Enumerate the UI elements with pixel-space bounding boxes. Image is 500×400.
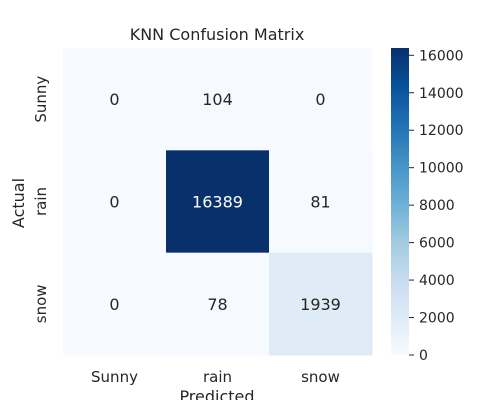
y-tick-labels: Sunny rain snow [32,76,50,324]
heatmap-cell-1-1 [166,150,270,254]
heatmap-cell-2-2 [269,252,373,356]
cell-value-2-2: 1939 [300,295,341,314]
chart-title: KNN Confusion Matrix [130,25,305,44]
x-tick-labels: Sunny rain snow [91,368,340,386]
cell-value-2-1: 78 [207,295,227,314]
x-axis-label: Predicted [179,387,254,400]
cell-value-1-0: 0 [109,192,119,211]
y-tick-label-1: rain [32,187,50,216]
cell-value-2-0: 0 [109,295,119,314]
cell-value-0-0: 0 [109,90,119,109]
colorbar [391,48,409,355]
heatmap-cell-2-1 [166,252,270,356]
colorbar-ticks: 0 2000 4000 6000 8000 10000 12000 14000 16000 [409,48,464,364]
colorbar-tick-label-8: 16000 [419,48,464,64]
y-axis-label: Actual [9,178,28,228]
colorbar-tick-label-3: 6000 [419,236,455,252]
heatmap-cells [63,48,373,356]
heatmap-cell-2-0 [63,252,167,356]
y-tick-label-2: snow [32,284,50,323]
heatmap-cell-0-1 [166,48,270,151]
colorbar-tick-label-6: 12000 [419,123,464,139]
colorbar-tick-label-5: 10000 [419,161,464,177]
cell-value-0-2: 0 [315,90,325,109]
x-tick-label-0: Sunny [91,368,138,386]
y-tick-label-0: Sunny [32,76,50,123]
cell-value-1-2: 81 [310,192,330,211]
colorbar-tick-label-2: 4000 [419,273,455,289]
colorbar-tick-label-1: 2000 [419,311,455,327]
colorbar-tick-label-0: 0 [419,348,428,364]
colorbar-tick-label-7: 14000 [419,86,464,102]
heatmap-cell-0-0 [63,48,167,151]
x-tick-label-2: snow [301,368,340,386]
heatmap-cell-1-2 [269,150,373,254]
heatmap-cell-0-2 [269,48,373,151]
cell-annotations: 0 104 0 0 16389 81 0 78 1939 [109,90,340,314]
cell-value-0-1: 104 [202,90,233,109]
heatmap-cell-1-0 [63,150,167,254]
colorbar-tick-label-4: 8000 [419,198,455,214]
cell-value-1-1: 16389 [192,192,243,211]
x-tick-label-1: rain [203,368,232,386]
